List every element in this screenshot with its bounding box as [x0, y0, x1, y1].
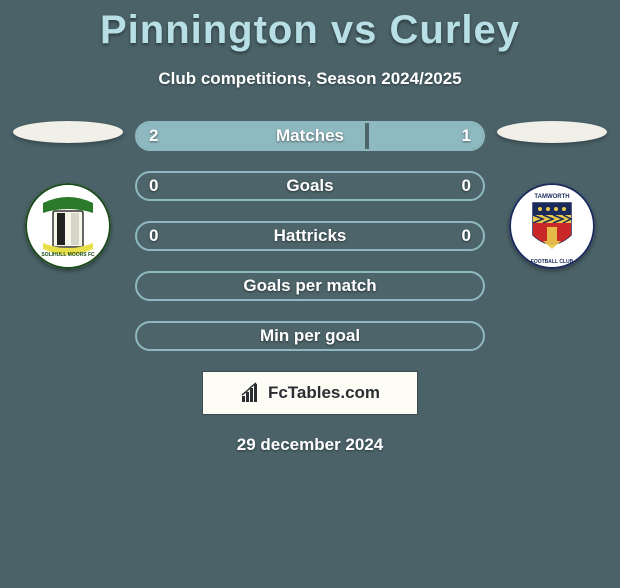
stat-value-right: 0 [462, 226, 471, 246]
page-title: Pinnington vs Curley [0, 8, 620, 53]
stat-label: Goals [286, 176, 333, 196]
left-team-crest: SOLIHULL MOORS FC [25, 183, 111, 269]
match-date: 29 december 2024 [0, 435, 620, 455]
stat-value-left: 0 [149, 226, 158, 246]
stat-row-hattricks: 0 0 Hattricks [135, 221, 485, 251]
crest-icon: TAMWORTH FOOTBALL CLUB [509, 183, 595, 269]
crest-icon: SOLIHULL MOORS FC [25, 183, 111, 269]
season-subtitle: Club competitions, Season 2024/2025 [0, 69, 620, 89]
stat-row-goals-per-match: Goals per match [135, 271, 485, 301]
stat-row-goals: 0 0 Goals [135, 171, 485, 201]
stat-label: Min per goal [260, 326, 360, 346]
stat-label: Hattricks [274, 226, 347, 246]
stat-value-left: 2 [149, 126, 158, 146]
right-team-crest: TAMWORTH FOOTBALL CLUB [509, 183, 595, 269]
svg-text:FOOTBALL CLUB: FOOTBALL CLUB [531, 259, 574, 265]
stat-value-right: 0 [462, 176, 471, 196]
svg-text:SOLIHULL MOORS FC: SOLIHULL MOORS FC [41, 252, 95, 258]
left-ellipse [13, 121, 123, 143]
left-side: SOLIHULL MOORS FC [13, 121, 123, 269]
right-side: TAMWORTH FOOTBALL CLUB [497, 121, 607, 269]
svg-text:TAMWORTH: TAMWORTH [534, 194, 569, 200]
comparison-panel: SOLIHULL MOORS FC 2 1 Matches 0 0 Goals 0 0 Hatt… [0, 121, 620, 351]
right-ellipse [497, 121, 607, 143]
stat-row-min-per-goal: Min per goal [135, 321, 485, 351]
stat-value-left: 0 [149, 176, 158, 196]
chart-icon [240, 382, 262, 404]
stat-value-right: 1 [462, 126, 471, 146]
brand-text: FcTables.com [268, 383, 380, 403]
stat-label: Goals per match [243, 276, 376, 296]
stat-label: Matches [276, 126, 344, 146]
stat-bars: 2 1 Matches 0 0 Goals 0 0 Hattricks Goals per mat… [135, 121, 485, 351]
stat-row-matches: 2 1 Matches [135, 121, 485, 151]
brand-badge[interactable]: FcTables.com [202, 371, 418, 415]
